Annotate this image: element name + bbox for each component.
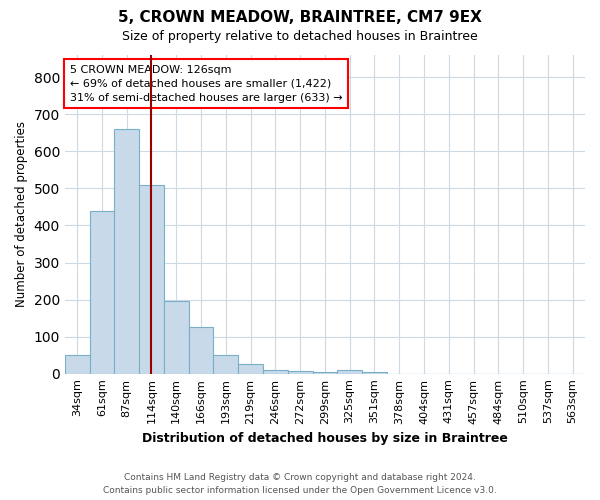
Bar xyxy=(362,372,387,374)
X-axis label: Distribution of detached houses by size in Braintree: Distribution of detached houses by size … xyxy=(142,432,508,445)
Text: 5, CROWN MEADOW, BRAINTREE, CM7 9EX: 5, CROWN MEADOW, BRAINTREE, CM7 9EX xyxy=(118,10,482,25)
Bar xyxy=(263,370,288,374)
Bar xyxy=(139,184,164,374)
Text: Size of property relative to detached houses in Braintree: Size of property relative to detached ho… xyxy=(122,30,478,43)
Bar xyxy=(89,210,115,374)
Bar xyxy=(313,372,337,374)
Bar xyxy=(214,355,238,374)
Y-axis label: Number of detached properties: Number of detached properties xyxy=(15,122,28,308)
Text: 5 CROWN MEADOW: 126sqm
← 69% of detached houses are smaller (1,422)
31% of semi-: 5 CROWN MEADOW: 126sqm ← 69% of detached… xyxy=(70,64,343,102)
Bar xyxy=(288,370,313,374)
Bar xyxy=(65,355,89,374)
Bar xyxy=(115,129,139,374)
Bar xyxy=(164,302,188,374)
Bar xyxy=(337,370,362,374)
Text: Contains HM Land Registry data © Crown copyright and database right 2024.
Contai: Contains HM Land Registry data © Crown c… xyxy=(103,474,497,495)
Bar xyxy=(238,364,263,374)
Bar xyxy=(188,328,214,374)
